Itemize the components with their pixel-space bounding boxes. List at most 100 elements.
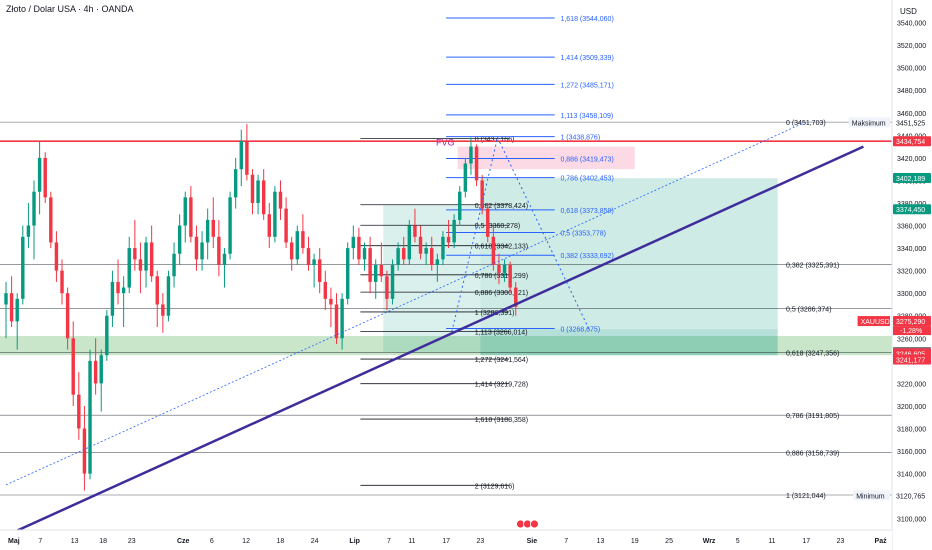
candle-body[interactable]: [43, 157, 47, 198]
candle-body[interactable]: [407, 225, 412, 260]
candle-body[interactable]: [233, 169, 238, 198]
candle-body[interactable]: [9, 293, 14, 322]
candle-body[interactable]: [351, 236, 356, 249]
candle-body[interactable]: [446, 236, 451, 243]
candle-body[interactable]: [469, 146, 473, 164]
candle-body[interactable]: [189, 197, 193, 237]
candle-body[interactable]: [284, 208, 288, 243]
candle-body[interactable]: [15, 298, 19, 322]
candle-body[interactable]: [486, 208, 490, 237]
candle-body[interactable]: [82, 428, 87, 474]
candle-body[interactable]: [105, 315, 109, 356]
position-stop-zone[interactable]: [480, 329, 778, 356]
trendline[interactable]: [5, 145, 864, 537]
candle-body[interactable]: [368, 248, 372, 282]
candle-body[interactable]: [49, 197, 53, 243]
candle-body[interactable]: [4, 293, 8, 305]
candle-body[interactable]: [149, 242, 154, 277]
candle-body[interactable]: [424, 248, 428, 254]
candle-body[interactable]: [127, 248, 131, 288]
candle-body[interactable]: [110, 281, 115, 316]
candle-body[interactable]: [329, 298, 333, 305]
candle-body[interactable]: [256, 180, 260, 203]
candle-body[interactable]: [273, 191, 277, 237]
candle-body[interactable]: [60, 270, 64, 294]
candle-body[interactable]: [177, 225, 182, 254]
candle-body[interactable]: [245, 140, 249, 175]
candle-body[interactable]: [161, 304, 165, 316]
candle-body[interactable]: [121, 287, 126, 294]
candle-body[interactable]: [267, 214, 271, 237]
price-axis[interactable]: [892, 0, 932, 550]
candle-body[interactable]: [133, 248, 137, 260]
candle-body[interactable]: [166, 276, 171, 316]
candle-body[interactable]: [508, 265, 512, 288]
candle-body[interactable]: [217, 236, 221, 265]
candle-body[interactable]: [278, 191, 283, 209]
candle-body[interactable]: [379, 265, 384, 277]
candle-body[interactable]: [463, 163, 468, 192]
candle-body[interactable]: [261, 180, 266, 215]
candle-body[interactable]: [374, 265, 378, 282]
candle-body[interactable]: [222, 253, 227, 265]
x-tick-label: Sie: [527, 538, 538, 545]
candle-body[interactable]: [37, 157, 42, 192]
candle-body[interactable]: [334, 304, 339, 339]
candle-body[interactable]: [71, 338, 75, 395]
candle-body[interactable]: [138, 259, 143, 271]
candle-body[interactable]: [183, 197, 187, 226]
candle-body[interactable]: [155, 276, 159, 305]
candle-body[interactable]: [295, 231, 300, 260]
candle-body[interactable]: [390, 265, 395, 299]
candle-body[interactable]: [430, 248, 434, 265]
candle-body[interactable]: [32, 191, 36, 226]
candle-body[interactable]: [228, 197, 232, 254]
candle-body[interactable]: [435, 259, 440, 265]
candle-body[interactable]: [458, 191, 462, 220]
time-axis[interactable]: [0, 530, 892, 550]
candle-body[interactable]: [306, 248, 311, 265]
candle-body[interactable]: [172, 253, 176, 277]
candle-body[interactable]: [345, 248, 350, 299]
candle-body[interactable]: [396, 248, 400, 265]
candle-body[interactable]: [93, 360, 98, 384]
candle-body[interactable]: [402, 248, 406, 260]
event-flag-icon[interactable]: [530, 519, 539, 529]
candle-body[interactable]: [502, 265, 507, 273]
candle-body[interactable]: [340, 298, 344, 339]
candle-body[interactable]: [88, 360, 92, 474]
candle-body[interactable]: [116, 281, 120, 294]
candle-body[interactable]: [317, 259, 322, 282]
candle-body[interactable]: [250, 174, 255, 203]
candle-body[interactable]: [205, 219, 210, 243]
candle-body[interactable]: [77, 394, 81, 429]
candle-body[interactable]: [441, 236, 445, 260]
candle-body[interactable]: [211, 219, 215, 237]
candle-body[interactable]: [200, 242, 204, 260]
candle-body[interactable]: [144, 242, 148, 271]
candle-body[interactable]: [289, 242, 294, 260]
candle-body[interactable]: [194, 236, 199, 260]
candle-body[interactable]: [26, 225, 31, 237]
candle-body[interactable]: [514, 287, 518, 307]
candle-body[interactable]: [99, 355, 103, 384]
candle-body[interactable]: [491, 236, 496, 265]
candle-body[interactable]: [21, 236, 25, 299]
candle-body[interactable]: [474, 146, 479, 181]
candle-body[interactable]: [65, 293, 70, 339]
candle-body[interactable]: [385, 276, 389, 299]
candle-body[interactable]: [497, 265, 501, 273]
candle-body[interactable]: [418, 236, 423, 254]
candle-body[interactable]: [239, 140, 243, 170]
candle-body[interactable]: [357, 236, 361, 260]
price-tag-name: [848, 117, 890, 128]
candle-body[interactable]: [323, 281, 328, 299]
candle-body[interactable]: [362, 248, 367, 260]
candle-body[interactable]: [480, 180, 484, 209]
candle-body[interactable]: [312, 259, 316, 265]
candle-body[interactable]: [301, 231, 305, 249]
candle-body[interactable]: [452, 219, 456, 243]
candle-body[interactable]: [413, 225, 417, 237]
candle-body[interactable]: [54, 242, 59, 271]
